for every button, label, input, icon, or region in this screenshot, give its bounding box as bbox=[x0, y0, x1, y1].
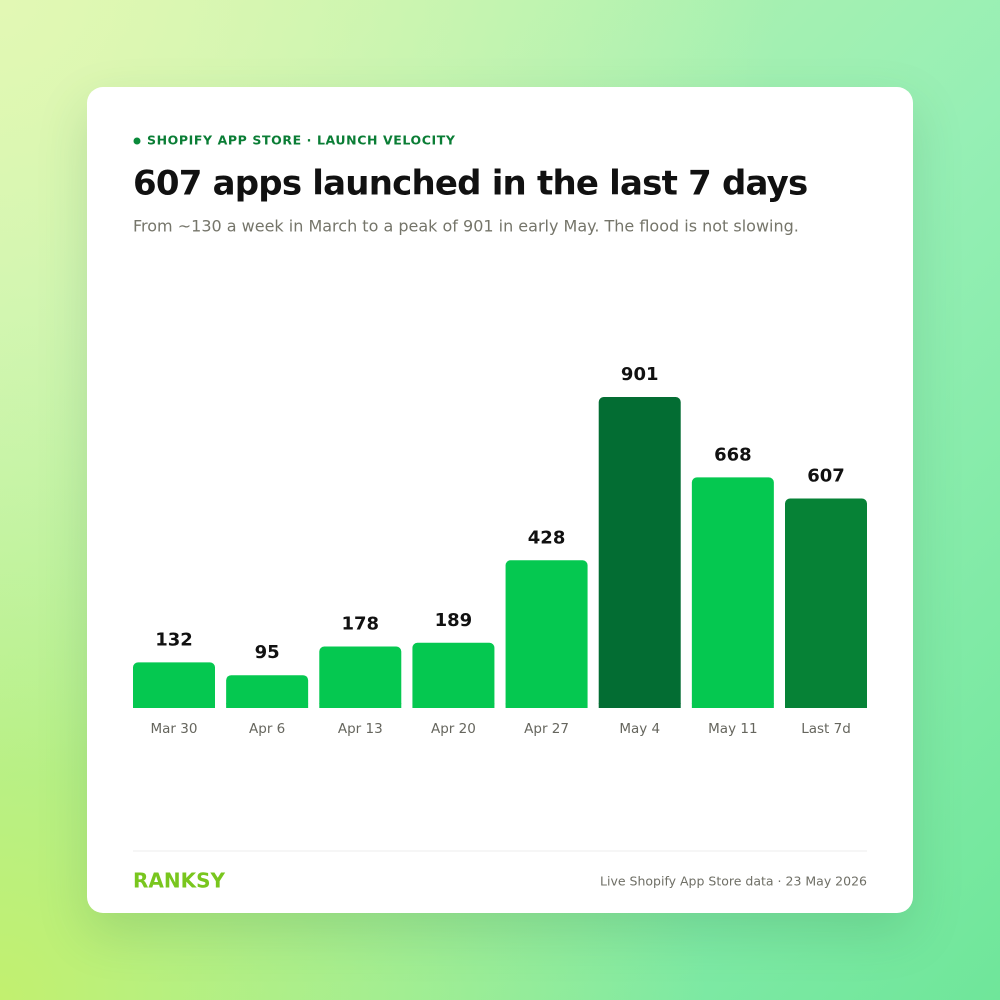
bar-foot bbox=[505, 703, 588, 708]
value-label: 132 bbox=[155, 629, 193, 650]
bar-foot bbox=[412, 703, 495, 708]
card bbox=[87, 87, 913, 913]
bar-foot bbox=[691, 703, 774, 708]
value-label: 607 bbox=[807, 465, 845, 486]
bar bbox=[226, 675, 309, 708]
bar bbox=[412, 642, 495, 708]
x-tick-label: Apr 13 bbox=[338, 721, 383, 737]
eyebrow-dot bbox=[133, 137, 141, 145]
value-label: 178 bbox=[341, 614, 379, 635]
bar-foot bbox=[226, 703, 309, 708]
bar bbox=[598, 397, 681, 708]
bar-foot bbox=[133, 703, 215, 708]
chart-title: 607 apps launched in the last 7 days bbox=[133, 164, 807, 204]
source: Live Shopify App Store data · 23 May 202… bbox=[600, 874, 867, 889]
value-label: 428 bbox=[528, 527, 566, 548]
bar-foot bbox=[319, 703, 402, 708]
x-tick-label: Apr 20 bbox=[431, 721, 476, 737]
x-tick-label: May 11 bbox=[708, 721, 757, 737]
bar bbox=[785, 498, 867, 708]
x-tick-label: Apr 27 bbox=[524, 721, 569, 737]
bar bbox=[691, 477, 774, 708]
subtitle: From ~130 a week in March to a peak of 9… bbox=[133, 217, 799, 236]
value-label: 189 bbox=[435, 610, 473, 631]
x-tick-label: Apr 6 bbox=[249, 721, 285, 737]
value-label: 901 bbox=[621, 364, 659, 385]
bar-foot bbox=[598, 703, 681, 708]
bar bbox=[133, 662, 215, 708]
bar bbox=[505, 560, 588, 708]
brand: RANKSY bbox=[133, 869, 226, 893]
x-tick-label: Last 7d bbox=[801, 721, 851, 737]
bar bbox=[319, 646, 402, 708]
x-tick-label: May 4 bbox=[619, 721, 660, 737]
x-tick-label: Mar 30 bbox=[151, 721, 198, 737]
value-label: 668 bbox=[714, 444, 752, 465]
eyebrow: SHOPIFY APP STORE · LAUNCH VELOCITY bbox=[147, 133, 456, 148]
value-label: 95 bbox=[255, 642, 280, 663]
bar-foot bbox=[785, 703, 867, 708]
